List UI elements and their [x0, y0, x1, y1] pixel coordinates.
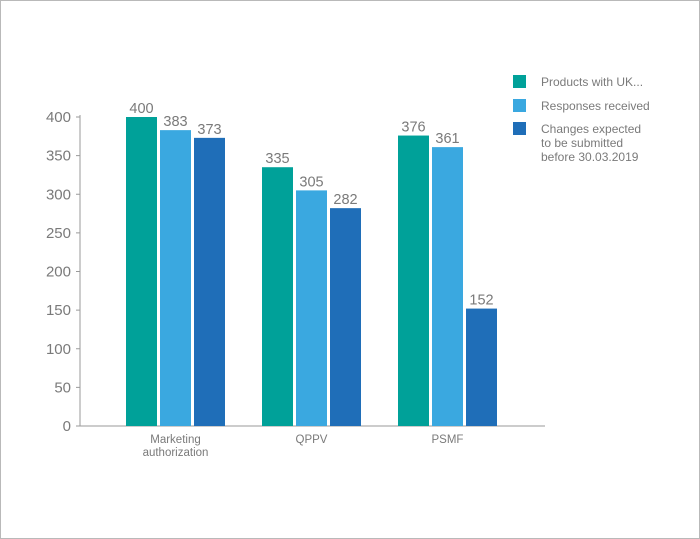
- data-label: 383: [163, 114, 187, 130]
- y-tick-label: 400: [46, 109, 71, 126]
- legend-label: Responses received: [541, 99, 650, 113]
- bar: [160, 130, 191, 426]
- data-label: 152: [469, 293, 493, 309]
- data-labels: 400 383 373 335 305 282 376 361 152: [129, 101, 493, 309]
- data-label: 282: [333, 192, 357, 208]
- bars: [126, 117, 497, 427]
- y-tick-label: 250: [46, 225, 71, 242]
- bar: [330, 208, 361, 426]
- y-tick-label: 150: [46, 302, 71, 319]
- y-tick-label: 0: [63, 418, 71, 435]
- data-label: 335: [265, 151, 289, 167]
- legend-label: Products with UK...: [541, 75, 643, 89]
- y-tick-label: 350: [46, 148, 71, 165]
- bar: [432, 147, 463, 426]
- bar: [194, 137, 225, 427]
- legend: Products with UK... Responses received Cha…: [513, 75, 650, 164]
- legend-swatch: [513, 75, 526, 88]
- data-label: 376: [401, 120, 425, 136]
- bar: [466, 308, 497, 426]
- bar: [262, 167, 293, 426]
- legend-label: Changes expected to be submitted before 30…: [541, 122, 641, 164]
- x-category-label: QPPV: [296, 434, 328, 446]
- legend-swatch: [513, 122, 526, 135]
- data-label: 361: [435, 131, 459, 147]
- data-label: 373: [197, 122, 221, 138]
- x-category-label: Marketing authorization: [143, 434, 209, 459]
- x-category-label: PSMF: [432, 434, 464, 446]
- y-tick-label: 200: [46, 264, 71, 281]
- bar: [398, 135, 429, 427]
- y-tick-label: 300: [46, 186, 71, 203]
- y-tick-label: 100: [46, 341, 71, 358]
- data-label: 305: [299, 174, 323, 190]
- bar: [296, 190, 327, 426]
- bar: [126, 117, 157, 426]
- data-label: 400: [129, 101, 153, 117]
- legend-swatch: [513, 99, 526, 112]
- y-tick-label: 50: [54, 379, 71, 396]
